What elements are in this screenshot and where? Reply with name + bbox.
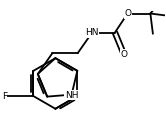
Text: F: F	[2, 92, 7, 101]
Text: HN: HN	[85, 28, 99, 37]
Text: O: O	[124, 9, 131, 18]
Text: NH: NH	[65, 91, 78, 100]
Text: O: O	[120, 50, 127, 59]
